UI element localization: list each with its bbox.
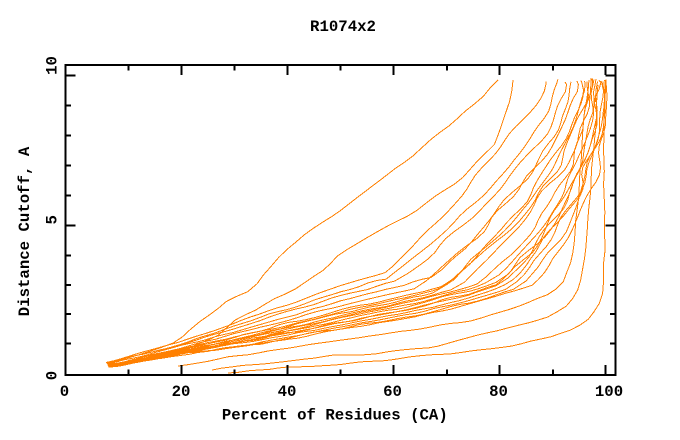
svg-text:Percent of Residues (CA): Percent of Residues (CA) [222, 407, 448, 425]
svg-text:20: 20 [172, 383, 191, 401]
svg-text:40: 40 [278, 383, 297, 401]
svg-text:100: 100 [595, 383, 623, 401]
svg-text:0: 0 [44, 371, 62, 380]
svg-text:80: 80 [489, 383, 508, 401]
svg-text:5: 5 [44, 215, 62, 224]
svg-text:R1074x2: R1074x2 [310, 18, 376, 36]
svg-text:60: 60 [383, 383, 402, 401]
svg-text:Distance Cutoff, A: Distance Cutoff, A [16, 146, 34, 316]
svg-text:10: 10 [44, 56, 62, 75]
svg-text:0: 0 [60, 383, 69, 401]
